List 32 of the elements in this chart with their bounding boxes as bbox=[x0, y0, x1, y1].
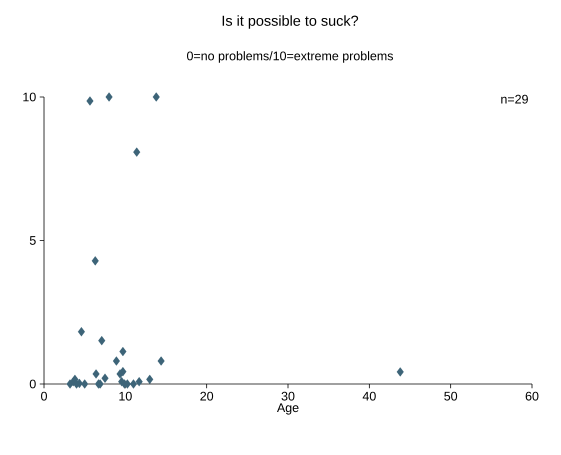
y-tick-label: 10 bbox=[23, 92, 36, 102]
point bbox=[133, 147, 140, 157]
point bbox=[98, 336, 106, 346]
x-tick-label: 20 bbox=[200, 392, 214, 401]
chart-subtitle: 0=no problems/10=extreme problems bbox=[187, 51, 394, 63]
point bbox=[78, 327, 85, 336]
point bbox=[136, 377, 143, 386]
point bbox=[92, 256, 99, 266]
point bbox=[101, 374, 109, 383]
x-tick-label: 0 bbox=[41, 392, 47, 401]
point bbox=[92, 369, 100, 379]
point bbox=[106, 92, 113, 102]
point bbox=[112, 356, 120, 366]
x-tick-label: 50 bbox=[444, 392, 458, 401]
y-tick-label: 5 bbox=[30, 236, 36, 245]
chart-title: Is it possible to suck? bbox=[222, 15, 358, 29]
x-axis-title: Age bbox=[276, 403, 299, 415]
annotation: n=29 bbox=[501, 94, 528, 104]
point bbox=[146, 374, 154, 384]
point bbox=[158, 356, 165, 366]
point bbox=[119, 346, 126, 356]
x-tick-label: 60 bbox=[526, 392, 538, 401]
point bbox=[152, 92, 160, 102]
point bbox=[81, 379, 88, 389]
point bbox=[396, 367, 404, 377]
x-tick-label: 10 bbox=[119, 392, 132, 401]
x-tick-label: 40 bbox=[362, 392, 376, 401]
point bbox=[86, 96, 94, 106]
point bbox=[119, 366, 126, 376]
point bbox=[130, 379, 138, 389]
y-tick-label: 0 bbox=[30, 380, 36, 388]
x-tick-label: 30 bbox=[282, 392, 294, 401]
